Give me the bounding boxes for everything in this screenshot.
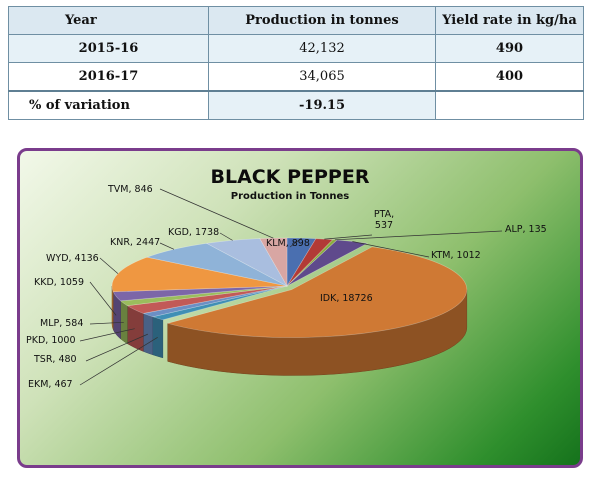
- leader-line-ktm: [352, 241, 430, 258]
- pie-leaders: [79, 188, 503, 386]
- pie-side-tsr: [143, 313, 153, 356]
- cell-production: 42,132: [208, 34, 436, 63]
- pie-labels: KLM, 898 PTA, 537 ALP, 135 KTM, 1012 IDK, 187…: [26, 184, 547, 390]
- leader-line-tsr: [85, 333, 149, 362]
- chart-subtitle: Production in Tonnes: [231, 191, 349, 202]
- header-production: Production in tonnes: [208, 6, 436, 35]
- pie-slice-wyd: [111, 256, 288, 293]
- pie-slice-mlp: [119, 285, 288, 307]
- cell-variation-value: -19.15: [208, 90, 436, 120]
- leader-line-ekm: [79, 337, 158, 386]
- pie-slice-tsr: [142, 285, 288, 318]
- data-label-knr: KNR, 2447: [110, 237, 160, 248]
- pie-side-ekm: [152, 316, 164, 359]
- chart-title: BLACK PEPPER: [211, 166, 370, 188]
- leader-line-kgd: [219, 232, 233, 241]
- pie-slice-pkd: [126, 285, 288, 314]
- data-label-ktm: KTM, 1012: [431, 250, 481, 261]
- data-label-idk: IDK, 18726: [320, 293, 373, 304]
- pie-tops: [111, 237, 468, 338]
- leader-line-mlp: [89, 321, 124, 325]
- pie-slice-kkd: [112, 285, 288, 302]
- table-row: 2015-16 42,132 490: [8, 34, 584, 63]
- leader-line-tvm: [159, 188, 274, 239]
- data-label-pta: PTA, 537: [374, 209, 394, 231]
- data-label-tvm: TVM, 846: [107, 184, 153, 195]
- leader-line-pta: [324, 234, 373, 240]
- leader-line-knr: [159, 242, 175, 250]
- cell-year: 2016-17: [8, 62, 209, 92]
- data-label-klm: KLM, 898: [266, 238, 310, 249]
- pie-sides: [111, 285, 468, 376]
- table-header-row: Year Production in tonnes Yield rate in …: [8, 6, 584, 35]
- leader-line-klm: [289, 237, 302, 248]
- leader-line-pkd: [79, 328, 135, 342]
- cell-variation-label: % of variation: [8, 90, 209, 120]
- table-row: 2016-17 34,065 400: [8, 62, 584, 92]
- pie-slice-idk: [166, 246, 468, 338]
- production-table: Year Production in tonnes Yield rate in …: [8, 6, 584, 120]
- data-label-wyd: WYD, 4136: [46, 253, 99, 264]
- leader-line-alp: [334, 230, 503, 241]
- cell-production: 34,065: [208, 62, 436, 92]
- cell-year: 2015-16: [8, 34, 209, 63]
- cell-yield: 490: [435, 34, 584, 63]
- data-label-pkd: PKD, 1000: [26, 335, 76, 346]
- pie-slice-pta: [286, 238, 334, 287]
- header-year: Year: [8, 6, 209, 35]
- cell-variation-yield: [435, 90, 584, 120]
- cell-yield: 400: [435, 62, 584, 92]
- pie-slice-ekm: [151, 285, 288, 321]
- data-label-tsr: TSR, 480: [33, 354, 77, 365]
- leader-line-kkd: [89, 281, 117, 316]
- header-yield: Yield rate in kg/ha: [435, 6, 584, 35]
- table-row: % of variation -19.15: [8, 90, 584, 120]
- data-label-kgd: KGD, 1738: [168, 227, 219, 238]
- data-label-kkd: KKD, 1059: [34, 277, 84, 288]
- data-label-ekm: EKM, 467: [28, 379, 73, 390]
- pie-chart-panel: BLACK PEPPER Production in Tonnes KLM, 8…: [17, 148, 583, 468]
- leader-line-wyd: [99, 257, 119, 274]
- pie-chart: BLACK PEPPER Production in Tonnes KLM, 8…: [26, 166, 547, 390]
- data-label-mlp: MLP, 584: [40, 318, 83, 329]
- data-label-alp: ALP, 135: [505, 224, 547, 235]
